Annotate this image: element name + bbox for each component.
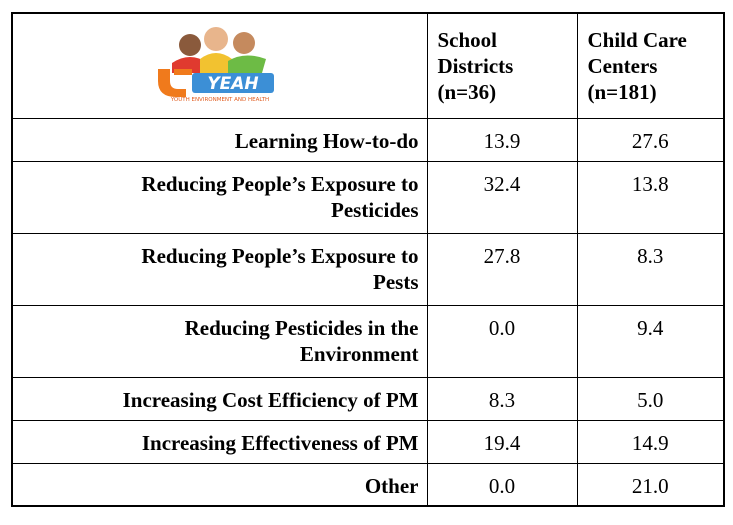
text-line: Child Care: [587, 27, 687, 52]
kid-body: [199, 52, 232, 73]
text-line: Other: [364, 473, 419, 498]
table-body: YEAH YOUTH ENVIRONMENT AND HEALTH School…: [11, 12, 725, 507]
cell-value: 8.3: [576, 232, 725, 306]
text-line: Increasing Effectiveness of PM: [141, 430, 419, 455]
kid-head: [232, 31, 255, 54]
data-table: YEAH YOUTH ENVIRONMENT AND HEALTH School…: [11, 12, 725, 507]
table-row: Increasing Cost Efficiency of PM 8.3 5.0: [11, 376, 725, 421]
header-row: YEAH YOUTH ENVIRONMENT AND HEALTH School…: [11, 12, 725, 119]
cell-value: 21.0: [576, 462, 725, 507]
cell-value: 13.8: [576, 160, 725, 234]
text-line: Pesticides: [331, 197, 419, 222]
column-header: Child Care Centers (n=181): [576, 12, 725, 119]
text-line: Centers: [587, 53, 658, 78]
cell-value: 32.4: [426, 160, 578, 234]
table-row: Other 0.0 21.0: [11, 462, 725, 507]
logo: YEAH YOUTH ENVIRONMENT AND HEALTH: [157, 26, 274, 103]
row-label: Increasing Effectiveness of PM: [11, 419, 428, 464]
row-label: Reducing Pesticides in the Environment: [11, 304, 428, 378]
text-line: School: [437, 27, 498, 52]
kid-head: [203, 26, 228, 51]
cell-value: 13.9: [426, 117, 578, 162]
row-label: Other: [11, 462, 428, 507]
cell-value: 19.4: [426, 419, 578, 464]
row-label: Reducing People’s Exposure to Pests: [11, 232, 428, 306]
row-label: Learning How-to-do: [11, 117, 428, 162]
cell-value: 9.4: [576, 304, 725, 378]
column-header: School Districts (n=36): [426, 12, 578, 119]
text-line: Districts: [437, 53, 514, 78]
table-row: Reducing Pesticides in the Environment 0.0…: [11, 304, 725, 378]
text-line: (n=36): [437, 79, 497, 104]
text-line: (n=181): [587, 79, 657, 104]
logo-tagline: YOUTH ENVIRONMENT AND HEALTH: [170, 97, 269, 103]
kid-head: [178, 33, 201, 56]
table-row: Reducing People’s Exposure to Pesticides 3…: [11, 160, 725, 234]
cell-value: 5.0: [576, 376, 725, 421]
cell-value: 27.6: [576, 117, 725, 162]
table-row: Increasing Effectiveness of PM 19.4 14.9: [11, 419, 725, 464]
cell-value: 0.0: [426, 462, 578, 507]
logo-banner: [191, 72, 274, 93]
cell-value: 14.9: [576, 419, 725, 464]
text-line: Reducing Pesticides in the: [184, 315, 419, 340]
logo-brand: YEAH: [207, 74, 258, 94]
text-line: Learning How-to-do: [234, 128, 419, 153]
text-line: Environment: [299, 341, 419, 366]
row-label: Increasing Cost Efficiency of PM: [11, 376, 428, 421]
logo-t: [173, 68, 192, 75]
cell-value: 0.0: [426, 304, 578, 378]
logo-cell: YEAH YOUTH ENVIRONMENT AND HEALTH: [11, 12, 428, 119]
text-line: Pests: [373, 269, 419, 294]
cell-value: 8.3: [426, 376, 578, 421]
table-wrap: YEAH YOUTH ENVIRONMENT AND HEALTH School…: [11, 12, 725, 507]
text-line: Reducing People’s Exposure to: [141, 243, 419, 268]
text-line: Reducing People’s Exposure to: [141, 171, 419, 196]
logo-u: [157, 68, 186, 97]
row-label: Reducing People’s Exposure to Pesticides: [11, 160, 428, 234]
table-row: Learning How-to-do 13.9 27.6: [11, 117, 725, 162]
table-row: Reducing People’s Exposure to Pests 27.8 8.…: [11, 232, 725, 306]
cell-value: 27.8: [426, 232, 578, 306]
text-line: Increasing Cost Efficiency of PM: [122, 387, 419, 412]
kid-body: [227, 55, 266, 73]
